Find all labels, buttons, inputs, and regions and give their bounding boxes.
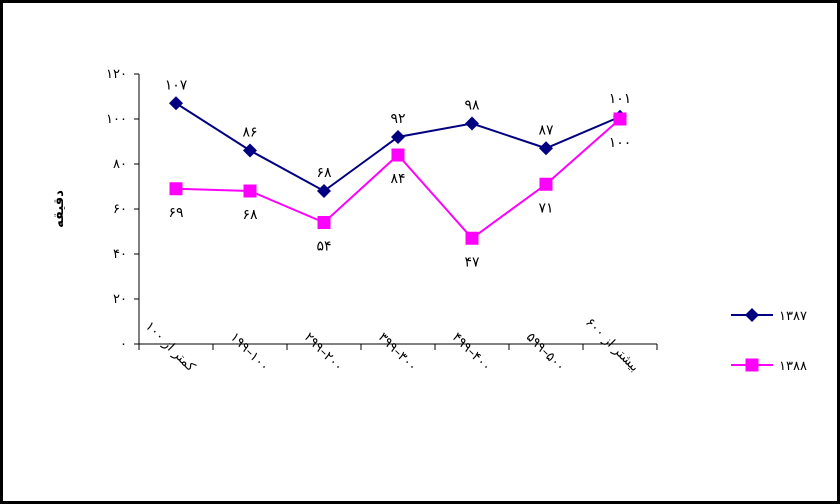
legend-marker-square <box>745 358 759 372</box>
data-point-square <box>169 182 183 196</box>
x-tick-label: ۲۰۰–۲۹۹ <box>301 330 346 375</box>
data-label: ۴۷ <box>464 254 480 270</box>
y-tick-label: ۱۲۰ <box>106 67 127 82</box>
y-tick-label: ۸۰ <box>113 157 127 172</box>
legend-label: ۱۳۸۸ <box>779 359 807 374</box>
data-point-diamond <box>169 96 183 111</box>
y-axis-title: دقیقه <box>52 190 67 228</box>
data-point-square <box>391 148 405 162</box>
data-point-square <box>243 184 257 198</box>
data-point-diamond <box>465 116 479 131</box>
data-label: ۹۲ <box>390 111 405 127</box>
data-label: ۵۴ <box>316 239 331 255</box>
y-tick-label: ۰ <box>120 337 127 352</box>
data-label: ۱۰۱ <box>609 91 632 107</box>
y-tick-label: ۴۰ <box>113 247 127 262</box>
data-label: ۱۰۷ <box>165 77 188 93</box>
legend-marker-diamond <box>745 308 759 322</box>
data-point-square <box>539 177 553 191</box>
data-label: ۷۱ <box>538 200 553 216</box>
y-tick-label: ۲۰ <box>113 292 127 307</box>
y-tick-label: ۱۰۰ <box>106 112 127 127</box>
x-tick-label: ۱۰۰–۱۹۹ <box>227 330 272 375</box>
data-label: ۸۴ <box>390 171 405 187</box>
legend-label: ۱۳۸۷ <box>779 309 807 324</box>
data-point-diamond <box>391 130 405 144</box>
y-tick-label: ۶۰ <box>113 202 127 217</box>
data-point-square <box>317 216 331 229</box>
data-label: ۹۸ <box>464 98 480 114</box>
x-tick-label: بیشتر از ۶۰۰ <box>582 315 642 375</box>
data-label: ۶۸ <box>242 207 258 223</box>
data-label: ۶۹ <box>168 205 183 221</box>
data-point-diamond <box>317 184 331 198</box>
data-point-square <box>613 112 627 126</box>
x-tick-label: ۵۰۰–۵۹۹ <box>523 330 568 375</box>
data-point-diamond <box>539 141 553 156</box>
data-label: ۸۶ <box>242 125 257 141</box>
data-label: ۱۰۰ <box>609 135 632 151</box>
x-tick-label: ۴۰۰–۴۹۹ <box>449 330 494 375</box>
x-tick-label: کمتر از ۱۰۰ <box>142 319 198 375</box>
data-point-square <box>465 231 479 245</box>
data-label: ۸۷ <box>538 122 554 138</box>
x-tick-label: ۳۰۰–۳۹۹ <box>375 330 420 375</box>
line-chart: ۰ ۲۰ ۴۰ ۶۰ ۸۰ ۱۰۰ ۱۲۰ کمتر از ۱۰۰ ۱۰۰–۱۹۹ ۲۰۰–۲۹۹… <box>52 67 807 375</box>
data-point-diamond <box>243 143 257 158</box>
data-label: ۶۸ <box>316 165 332 181</box>
